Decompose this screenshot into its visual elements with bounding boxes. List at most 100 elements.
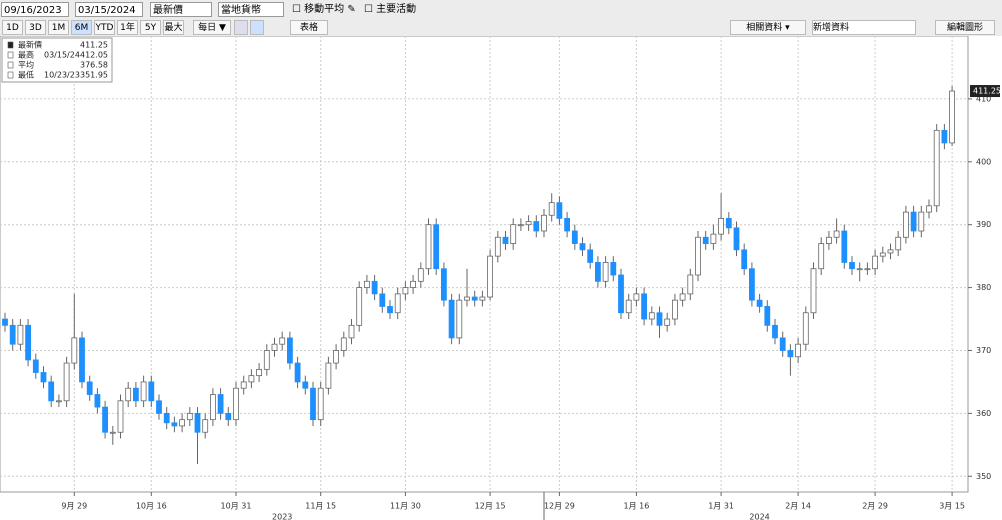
currency-select[interactable]: 當地貨幣 xyxy=(218,2,284,17)
range-button[interactable]: 6M xyxy=(71,20,92,35)
edit-button[interactable]: 編輯圖形 xyxy=(935,20,995,35)
candle-body xyxy=(209,394,216,421)
last-value-label: 411.25 xyxy=(973,87,1001,96)
candle-body xyxy=(525,221,532,226)
option[interactable]: ☐ 移動平均 ✎ xyxy=(292,4,356,15)
candle-body xyxy=(818,243,825,270)
candle-body xyxy=(494,236,501,257)
candle-body xyxy=(371,280,378,295)
candle-body xyxy=(102,406,108,433)
legend-symbol xyxy=(7,51,14,59)
legend-symbol xyxy=(7,41,14,49)
candle-body xyxy=(564,217,570,232)
candle-body xyxy=(733,227,740,251)
candle-body xyxy=(587,249,594,263)
candle-body xyxy=(795,343,801,358)
related-button[interactable]: 相關資料 ▾ xyxy=(730,20,806,35)
legend-name: 最低 xyxy=(18,70,34,80)
candle-body xyxy=(718,217,724,235)
candle-body xyxy=(317,387,324,421)
candle-body xyxy=(279,337,286,345)
range-button[interactable]: 最大 xyxy=(163,20,184,35)
candle-body xyxy=(826,236,832,244)
candle-body xyxy=(579,243,586,251)
start-date[interactable]: 09/16/2023 xyxy=(1,2,69,17)
candle-body xyxy=(456,299,463,339)
period-select[interactable]: 每日 ▼ xyxy=(193,20,231,35)
candle-body xyxy=(240,381,247,389)
candle-body xyxy=(687,274,694,295)
chart: 350 360 370 380 390 400 410 9月 29 10月 16 10月 31 11… xyxy=(0,36,1001,520)
candle-body xyxy=(217,394,224,414)
icon-button[interactable] xyxy=(250,20,264,35)
legend-date: 10/23/23 xyxy=(44,71,80,80)
candle-body xyxy=(618,274,624,314)
candle-body xyxy=(856,268,863,271)
candle-body xyxy=(903,211,909,238)
candle-body xyxy=(25,324,32,361)
candle-body xyxy=(132,387,139,402)
x-tick-label: 2月 14 xyxy=(785,502,811,511)
option[interactable]: ☐ 主要活動 xyxy=(364,4,417,15)
plot-area xyxy=(0,36,969,493)
candle-body xyxy=(741,249,748,270)
legend-date: 03/15/24 xyxy=(44,51,80,60)
candle-body xyxy=(348,324,355,339)
legend-symbol xyxy=(7,71,14,79)
range-button[interactable]: 1M xyxy=(48,20,69,35)
candle-body xyxy=(109,431,116,434)
candle-body xyxy=(710,233,717,244)
y-tick-label: 410 xyxy=(976,94,991,103)
range-button[interactable]: 3D xyxy=(25,20,46,35)
range-button[interactable]: 1年 xyxy=(117,20,138,35)
candle-body xyxy=(63,362,70,402)
icon-button[interactable] xyxy=(234,20,248,35)
candle-body xyxy=(479,296,486,301)
candle-body xyxy=(487,255,494,298)
candle-body xyxy=(941,129,948,144)
range-button[interactable]: 5Y xyxy=(140,20,161,35)
candle-body xyxy=(510,224,517,244)
candle-body xyxy=(171,422,178,427)
candle-body xyxy=(910,211,917,232)
candle-body xyxy=(749,268,755,301)
candle-body xyxy=(194,412,201,433)
candle-body xyxy=(294,362,301,383)
candle-body xyxy=(887,249,894,254)
legend-value: 376.58 xyxy=(80,61,108,70)
table-button[interactable]: 表格 xyxy=(290,20,328,35)
candle-body xyxy=(625,299,632,314)
candle-body xyxy=(610,262,617,276)
candle-body xyxy=(648,312,655,320)
candle-body xyxy=(48,381,55,402)
x-tick-label: 1月 31 xyxy=(708,502,734,511)
legend-value: 412.05 xyxy=(80,51,108,60)
y-tick-label: 350 xyxy=(976,472,991,481)
legend-name: 最高 xyxy=(18,50,34,60)
legend-value: 411.25 xyxy=(80,41,108,50)
y-tick-label: 360 xyxy=(976,409,991,418)
candle-body xyxy=(502,236,509,244)
candle-body xyxy=(556,202,563,219)
candle-body xyxy=(949,90,955,144)
add-data[interactable]: 新增資料 xyxy=(812,20,916,35)
candle-body xyxy=(117,400,124,433)
range-button[interactable]: YTD xyxy=(94,20,115,35)
field-select[interactable]: 最新價 xyxy=(150,2,212,17)
candle-body xyxy=(410,280,417,288)
legend: 最新價 411.25 最高 03/15/24 412.05 平均 376.58 最低 10/23… xyxy=(1,37,113,83)
candle-body xyxy=(756,299,763,307)
candle-body xyxy=(872,255,878,270)
end-date[interactable]: 03/15/2024 xyxy=(75,2,143,17)
candle-body xyxy=(17,324,24,345)
x-tick-label: 10月 16 xyxy=(136,502,167,511)
candle-body xyxy=(695,236,701,276)
range-button[interactable]: 1D xyxy=(2,20,23,35)
candle-body xyxy=(40,372,47,383)
candle-body xyxy=(471,296,478,301)
candle-body xyxy=(417,268,424,282)
candle-body xyxy=(256,368,263,377)
x-tick-label: 11月 30 xyxy=(390,502,421,511)
legend-value: 351.95 xyxy=(80,71,108,80)
candle-body xyxy=(541,214,547,232)
